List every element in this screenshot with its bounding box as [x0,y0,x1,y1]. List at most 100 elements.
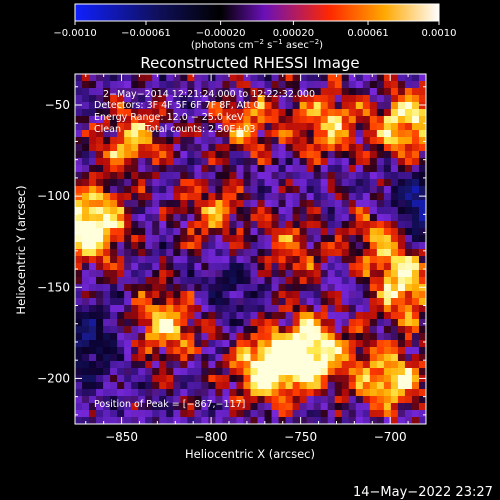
heatmap-cell [383,382,392,390]
heatmap-cell [236,221,245,229]
heatmap-cell [187,417,195,424]
heatmap-cell [306,193,315,201]
heatmap-cell [180,151,188,159]
heatmap-cell [75,116,83,124]
heatmap-cell [292,186,301,194]
heatmap-cell [306,144,315,152]
heatmap-cell [292,130,301,138]
heatmap-cell [110,179,118,187]
heatmap-cell [362,326,371,334]
heatmap-cell [411,340,420,348]
heatmap-cell [327,417,336,424]
heatmap-cell [110,74,118,82]
heatmap-cell [306,151,315,159]
heatmap-cell [124,74,132,82]
heatmap-cell [145,347,153,355]
heatmap-cell [355,158,364,166]
heatmap-cell [411,200,420,208]
heatmap-cell [327,130,336,138]
heatmap-cell [82,263,90,271]
heatmap-cell [257,95,266,103]
heatmap-cell [103,291,111,299]
heatmap-cell [131,354,139,362]
heatmap-cell [383,193,392,201]
heatmap-cell [404,326,413,334]
heatmap-cell [411,221,420,229]
heatmap-cell [124,214,132,222]
heatmap-cell [103,130,111,138]
heatmap-cell [390,95,399,103]
heatmap-cell [194,116,202,124]
heatmap-cell [334,88,343,96]
heatmap-cell [222,319,231,327]
heatmap-cell [236,158,245,166]
heatmap-cell [313,144,322,152]
heatmap-cell [271,242,280,250]
heatmap-cell [138,207,146,215]
heatmap-cell [383,172,392,180]
heatmap-cell [250,410,259,418]
heatmap-cell [285,382,294,390]
heatmap-cell [292,144,301,152]
heatmap-cell [243,389,252,397]
heatmap-cell [75,347,83,355]
heatmap-cell [404,417,413,424]
heatmap-cell [173,298,181,306]
heatmap-cell [138,270,146,278]
heatmap-cell [145,116,153,124]
heatmap-cell [257,235,266,243]
heatmap-cell [383,319,392,327]
heatmap-cell [376,333,385,341]
heatmap-cell [341,312,350,320]
heatmap-cell [257,221,266,229]
heatmap-cell [117,375,125,383]
heatmap-cell [376,368,385,376]
heatmap-cell [117,130,125,138]
heatmap-cell [334,277,343,285]
heatmap-cell [292,193,301,201]
heatmap-cell [201,382,209,390]
heatmap-cell [82,130,90,138]
heatmap-cell [418,417,426,424]
heatmap-cell [278,326,287,334]
heatmap-cell [194,172,202,180]
heatmap-cell [369,270,378,278]
heatmap-cell [313,172,322,180]
heatmap-cell [264,221,273,229]
heatmap-cell [285,144,294,152]
heatmap-cell [334,263,343,271]
heatmap-cell [334,298,343,306]
heatmap-cell [278,207,287,215]
heatmap-cell [313,375,322,383]
heatmap-cell [173,221,181,229]
heatmap-cell [390,277,399,285]
heatmap-cell [348,88,357,96]
heatmap-cell [376,417,385,424]
heatmap-cell [138,193,146,201]
heatmap-cell [243,284,252,292]
heatmap-cell [145,340,153,348]
heatmap-cell [152,172,160,180]
heatmap-cell [271,368,280,376]
heatmap-cell [110,144,118,152]
heatmap-cell [376,116,385,124]
heatmap-cell [348,221,357,229]
heatmap-cell [404,193,413,201]
heatmap-cell [285,221,294,229]
heatmap-cell [117,256,125,264]
heatmap-cell [411,263,420,271]
heatmap-cell [124,417,132,424]
heatmap-cell [124,319,132,327]
heatmap-cell [320,221,329,229]
heatmap-cell [124,172,132,180]
heatmap-cell [341,116,350,124]
heatmap-cell [411,389,420,397]
heatmap-cell [418,228,426,236]
heatmap-cell [348,102,357,110]
heatmap-cell [117,221,125,229]
heatmap-cell [383,144,392,152]
heatmap-cell [243,368,252,376]
heatmap-cell [390,312,399,320]
heatmap-cell [369,305,378,313]
x-tick-label: −800 [195,430,228,444]
